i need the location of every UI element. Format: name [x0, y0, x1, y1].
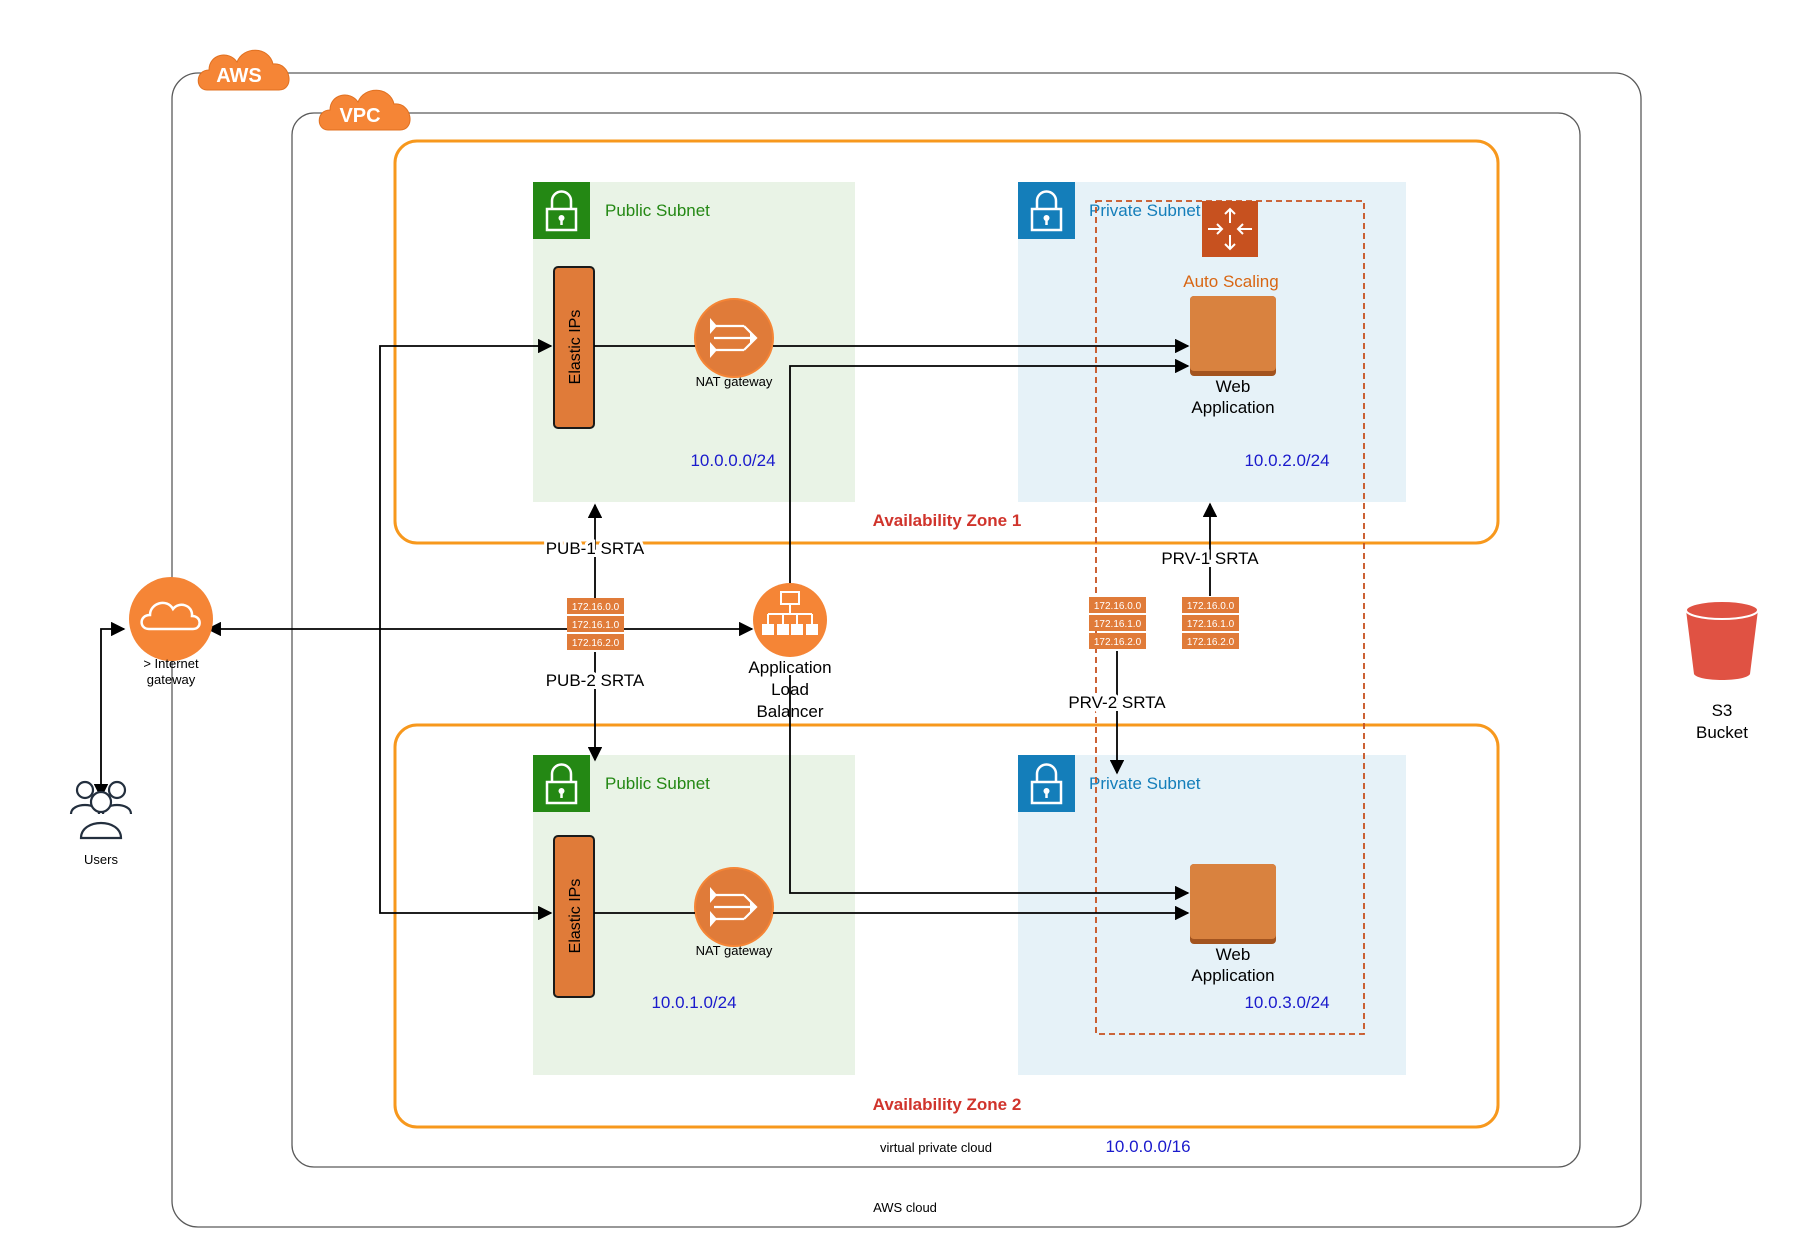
route-entry-2: 172.16.1.0: [1094, 619, 1142, 630]
auto-scaling-icon: [1202, 201, 1258, 257]
public-subnet-2-cidr: 10.0.1.0/24: [651, 993, 736, 1012]
nat-gateway-2-icon: [694, 867, 774, 947]
web-application-1-line2: Application: [1191, 398, 1274, 417]
private-subnet-2-label: Private Subnet: [1089, 774, 1201, 793]
aws-cloud-container: [171, 72, 1642, 1228]
aws-badge-label: AWS: [216, 65, 262, 87]
alb-line1: Application: [748, 658, 831, 677]
private-subnet-1-cidr: 10.0.2.0/24: [1244, 451, 1329, 470]
vpc-badge-label: VPC: [339, 105, 380, 127]
availability-zone-2: [393, 723, 1500, 1129]
route-entry-2: 172.16.1.0: [572, 620, 620, 631]
route-entry-2: 172.16.1.0: [1187, 619, 1235, 630]
s3-line2: Bucket: [1696, 723, 1748, 742]
vpc-cidr: 10.0.0.0/16: [1105, 1137, 1190, 1156]
aws-cloud-caption: AWS cloud: [873, 1200, 937, 1215]
users-label: Users: [84, 852, 118, 867]
route-entry-1: 172.16.0.0: [1187, 601, 1235, 612]
nat-gateway-2-label: NAT gateway: [696, 943, 773, 958]
route-table-prv2: 172.16.0.0 172.16.1.0 172.16.2.0: [1089, 597, 1146, 649]
alb-line2: Load: [771, 680, 809, 699]
route-table-pub: 172.16.0.0 172.16.1.0 172.16.2.0: [567, 598, 624, 650]
lock-icon: [533, 182, 590, 239]
pub1-srta-label: PUB-1 SRTA: [546, 539, 645, 558]
connections: [93, 338, 1218, 921]
alb-webapp2-link: [789, 675, 1190, 901]
elastic-ips-1-label: Elastic IPs: [567, 310, 584, 385]
private-subnet-1-label: Private Subnet: [1089, 201, 1201, 220]
igw-to-eip-2: [379, 629, 553, 921]
public-subnet-1-label: Public Subnet: [605, 201, 710, 220]
alb-webapp1-link: [789, 358, 1190, 583]
web-application-2-line2: Application: [1191, 966, 1274, 985]
load-balancer-icon: [753, 583, 827, 657]
lock-icon: [1018, 182, 1075, 239]
elastic-ips-2: Elastic IPs: [553, 835, 595, 998]
route-entry-3: 172.16.2.0: [1094, 637, 1142, 648]
route-entry-3: 172.16.2.0: [1187, 637, 1235, 648]
availability-zone-1: [393, 139, 1500, 545]
pub2-srta-label: PUB-2 SRTA: [546, 671, 645, 690]
lock-icon: [533, 755, 590, 812]
route-table-prv1: 172.16.0.0 172.16.1.0 172.16.2.0: [1182, 597, 1239, 649]
s3-bucket-icon: [1685, 600, 1759, 680]
vpc-container: [291, 112, 1581, 1168]
web-application-1-line1: Web: [1216, 377, 1251, 396]
s3-line1: S3: [1712, 701, 1733, 720]
elastic-ips-1: Elastic IPs: [553, 266, 595, 429]
cloud-icon: [129, 577, 213, 661]
prv2-srta-label: PRV-2 SRTA: [1068, 693, 1166, 712]
nat-gateway-1-label: NAT gateway: [696, 374, 773, 389]
users-icon: [69, 780, 133, 840]
igw-line1: > Internet: [143, 656, 199, 671]
igw-line2: gateway: [147, 672, 196, 687]
web-application-2: Web Application: [1190, 864, 1276, 985]
lock-icon: [1018, 755, 1075, 812]
prv1-srta-label: PRV-1 SRTA: [1161, 549, 1259, 568]
route-entry-1: 172.16.0.0: [572, 602, 620, 613]
availability-zone-1-label: Availability Zone 1: [873, 511, 1022, 530]
availability-zone-2-label: Availability Zone 2: [873, 1095, 1022, 1114]
private-subnet-2-cidr: 10.0.3.0/24: [1244, 993, 1329, 1012]
web-application-2-line1: Web: [1216, 945, 1251, 964]
elastic-ips-2-label: Elastic IPs: [567, 879, 584, 954]
alb-line3: Balancer: [756, 702, 823, 721]
vpc-caption: virtual private cloud: [880, 1140, 992, 1155]
public-subnet-1-cidr: 10.0.0.0/24: [690, 451, 775, 470]
auto-scaling-label: Auto Scaling: [1183, 272, 1278, 291]
route-entry-3: 172.16.2.0: [572, 638, 620, 649]
web-application-1: Web Application: [1190, 296, 1276, 417]
vpc-badge-icon: VPC: [318, 89, 411, 131]
igw-users-link: [93, 621, 126, 799]
nat-gateway-1-icon: [694, 298, 774, 378]
aws-badge-icon: AWS: [197, 49, 290, 91]
route-entry-1: 172.16.0.0: [1094, 601, 1142, 612]
igw-to-eip-1: [379, 338, 553, 629]
public-subnet-2-label: Public Subnet: [605, 774, 710, 793]
